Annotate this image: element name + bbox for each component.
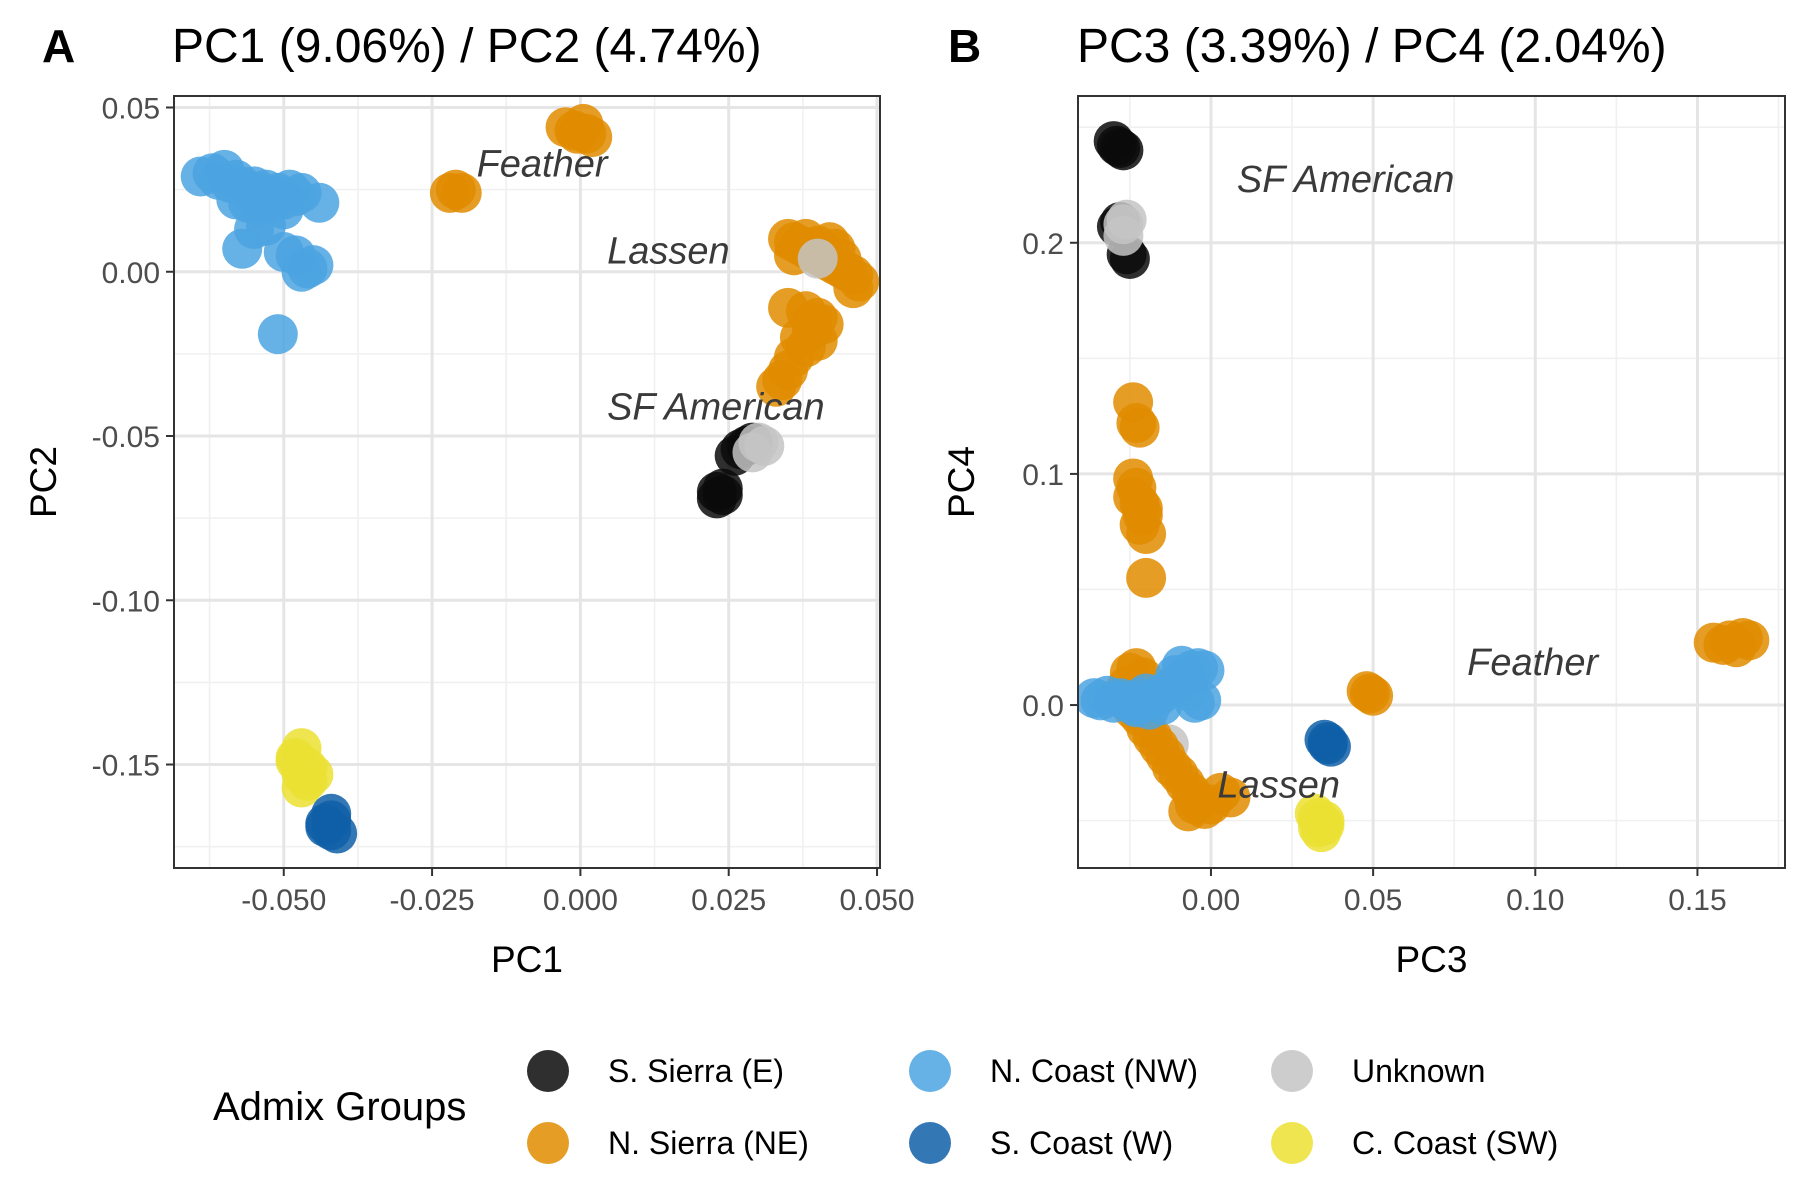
legend-swatch	[527, 1050, 569, 1092]
y-axis-title: PC2	[23, 446, 64, 518]
panel-border	[1077, 95, 1786, 869]
point-n-coast-nw	[1174, 682, 1215, 723]
point-n-coast-nw	[299, 182, 340, 223]
point-n-sierra-ne	[1126, 557, 1167, 598]
x-axis-title: PC1	[491, 939, 563, 980]
point-n-sierra-ne	[791, 301, 832, 342]
x-axis-title: PC3	[1396, 939, 1468, 980]
panel-a: Feather Lassen SF American -0.050 -0.025 0.00…	[23, 20, 915, 980]
point-n-coast-nw	[293, 245, 334, 286]
x-tick-label: 0.050	[839, 884, 914, 917]
point-n-coast-nw	[1116, 687, 1157, 728]
point-s-coast-w	[305, 806, 346, 847]
y-tick-label: -0.15	[92, 750, 160, 783]
legend-title: Admix Groups	[213, 1085, 466, 1129]
point-n-sierra-ne	[441, 172, 482, 213]
panel-border	[173, 95, 881, 869]
y-tick-label: -0.10	[92, 585, 160, 618]
legend-item: S. Coast (W)	[909, 1122, 1173, 1164]
legend-item: N. Coast (NW)	[909, 1050, 1198, 1092]
point-unknown	[797, 238, 838, 279]
x-tick-label: 0.15	[1668, 884, 1726, 917]
point-n-sierra-ne	[1126, 514, 1167, 555]
point-n-sierra-ne	[1174, 784, 1215, 825]
point-n-sierra-ne	[1119, 407, 1160, 448]
legend-swatch	[1271, 1122, 1313, 1164]
panel-title: PC3 (3.39%) / PC4 (2.04%)	[1077, 20, 1667, 73]
y-axis-title: PC4	[941, 446, 982, 518]
plot-background	[1078, 96, 1785, 868]
point-n-sierra-ne	[1353, 675, 1394, 716]
panel-title: PC1 (9.06%) / PC2 (4.74%)	[172, 20, 762, 73]
point-s-sierra-e	[1103, 130, 1144, 171]
legend-swatch	[909, 1122, 951, 1164]
point-n-coast-nw	[1184, 650, 1225, 691]
panel-tag: B	[948, 20, 981, 72]
point-c-coast-sw	[275, 737, 316, 778]
point-n-sierra-ne	[1729, 620, 1770, 661]
legend: Admix Groups S. Sierra (E) N. Sierra (NE) N…	[213, 1050, 1558, 1164]
cluster-label: Feather	[477, 143, 609, 185]
x-tick-label: 0.000	[543, 884, 618, 917]
y-tick-label: -0.05	[92, 421, 160, 454]
x-tick-label: -0.050	[241, 884, 326, 917]
legend-label: Unknown	[1352, 1053, 1485, 1089]
cluster-label: SF American	[1237, 159, 1455, 201]
point-s-sierra-e	[702, 468, 743, 509]
point-c-coast-sw	[1304, 805, 1345, 846]
cluster-label: Lassen	[607, 231, 730, 273]
cluster-label: SF American	[607, 387, 825, 429]
point-n-sierra-ne	[557, 113, 598, 154]
data-points	[180, 103, 880, 854]
panel-tag: A	[42, 20, 75, 72]
legend-item: C. Coast (SW)	[1271, 1122, 1558, 1164]
panel-b: SF American Feather Lassen 0.00 0.05 0.10 0.15…	[941, 20, 1786, 980]
legend-label: S. Sierra (E)	[608, 1053, 784, 1089]
legend-item: Unknown	[1271, 1050, 1485, 1092]
x-tick-label: -0.025	[390, 884, 475, 917]
point-n-coast-nw	[257, 314, 298, 355]
point-n-sierra-ne	[1210, 777, 1251, 818]
legend-label: N. Sierra (NE)	[608, 1125, 809, 1161]
data-points	[1078, 121, 1770, 853]
x-tick-label: 0.025	[691, 884, 766, 917]
y-tick-label: 0.2	[1022, 228, 1064, 261]
point-n-coast-nw	[222, 228, 263, 269]
y-tick-label: 0.00	[102, 257, 160, 290]
cluster-label: Lassen	[1217, 765, 1340, 807]
legend-item: S. Sierra (E)	[527, 1050, 784, 1092]
y-tick-label: 0.05	[102, 92, 160, 125]
point-n-sierra-ne	[756, 366, 797, 407]
legend-label: N. Coast (NW)	[990, 1053, 1198, 1089]
legend-swatch	[1271, 1050, 1313, 1092]
cluster-label: Feather	[1467, 642, 1599, 684]
legend-label: S. Coast (W)	[990, 1125, 1173, 1161]
legend-item: N. Sierra (NE)	[527, 1122, 809, 1164]
legend-label: C. Coast (SW)	[1352, 1125, 1558, 1161]
y-tick-label: 0.0	[1022, 690, 1064, 723]
x-tick-label: 0.00	[1182, 884, 1240, 917]
y-tick-label: 0.1	[1022, 459, 1064, 492]
point-unknown	[744, 425, 785, 466]
point-s-coast-w	[1307, 722, 1348, 763]
x-tick-label: 0.05	[1344, 884, 1402, 917]
x-tick-label: 0.10	[1506, 884, 1564, 917]
point-unknown	[1103, 215, 1144, 256]
legend-swatch	[909, 1050, 951, 1092]
legend-swatch	[527, 1122, 569, 1164]
